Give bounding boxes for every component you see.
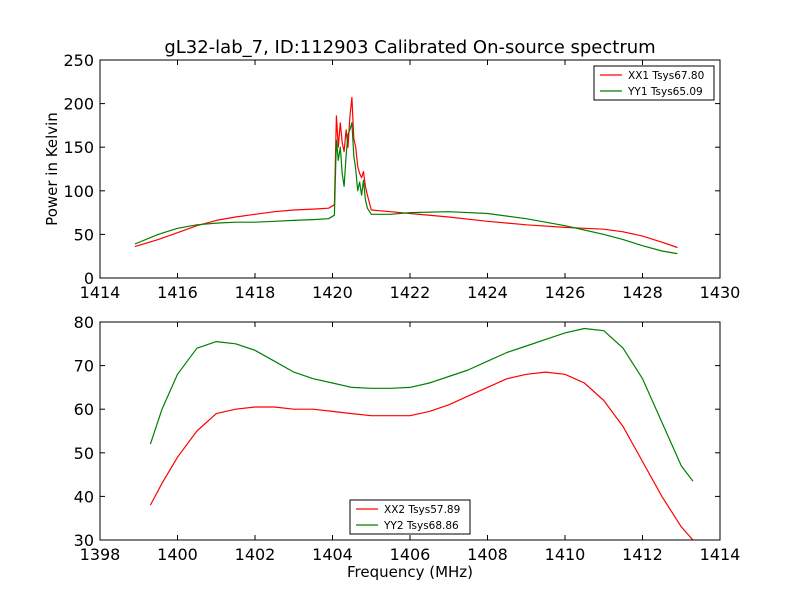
- legend: XX2 Tsys57.89 YY2 Tsys68.86: [349, 499, 471, 535]
- x-tick-label: 1422: [390, 283, 431, 302]
- series-line-1-1: [149, 327, 694, 482]
- x-tick-label: 1406: [390, 545, 431, 564]
- x-tick-label: 1428: [622, 283, 663, 302]
- x-tick-label: 1416: [157, 283, 198, 302]
- x-tick-label: 1408: [467, 545, 508, 564]
- x-tick-label: 1402: [235, 545, 276, 564]
- series-line-0-0: [134, 96, 678, 249]
- y-tick-label: 70: [74, 357, 94, 376]
- top-plot: 1414 1416 1418 1420 1422 1424 1426 1428 1430 0 50 1…: [63, 51, 740, 302]
- x-tick-label: 1414: [700, 545, 741, 564]
- y-tick-label: 0: [84, 269, 94, 288]
- x-tick-label: 1420: [312, 283, 353, 302]
- legend-label: YY1 Tsys65.09: [627, 86, 703, 98]
- series-line-0-1: [134, 122, 678, 255]
- y-tick-label: 150: [63, 138, 94, 157]
- legend-label: XX2 Tsys57.89: [384, 504, 460, 516]
- bottom-plot: 1398 1400 1402 1404 1406 1408 1410 1412 1414 30 40…: [74, 313, 741, 564]
- x-tick-label: 1412: [622, 545, 663, 564]
- y-tick-label: 40: [74, 487, 94, 506]
- legend-label: YY2 Tsys68.86: [383, 520, 459, 532]
- legend-label: XX1 Tsys67.80: [628, 70, 704, 82]
- x-tick-label: 1426: [545, 283, 586, 302]
- x-tick-label: 1430: [700, 283, 741, 302]
- legend-box: [593, 65, 715, 101]
- x-tick-label: 1410: [545, 545, 586, 564]
- x-tick-label: 1424: [467, 283, 508, 302]
- y-tick-label: 80: [74, 313, 94, 332]
- y-tick-label: 60: [74, 400, 94, 419]
- x-tick-label: 1404: [312, 545, 353, 564]
- x-tick-label: 1400: [157, 545, 198, 564]
- x-tick-label: 1414: [80, 283, 121, 302]
- y-tick-label: 250: [63, 51, 94, 70]
- chart-title: gL32-lab_7, ID:112903 Calibrated On-sour…: [164, 37, 655, 58]
- x-tick-label: 1418: [235, 283, 276, 302]
- y-tick-label: 30: [74, 531, 94, 550]
- legend-box: [349, 499, 471, 535]
- y-tick-label: 50: [74, 444, 94, 463]
- y-tick-label: 200: [63, 95, 94, 114]
- bottom-xlabel: Frequency (MHz): [347, 563, 473, 581]
- x-tick-label: 1398: [80, 545, 121, 564]
- y-tick-label: 50: [74, 225, 94, 244]
- series-line-1-0: [149, 371, 694, 540]
- top-ylabel: Power in Kelvin: [43, 112, 61, 226]
- legend: XX1 Tsys67.80 YY1 Tsys65.09: [593, 65, 715, 101]
- y-tick-label: 100: [63, 182, 94, 201]
